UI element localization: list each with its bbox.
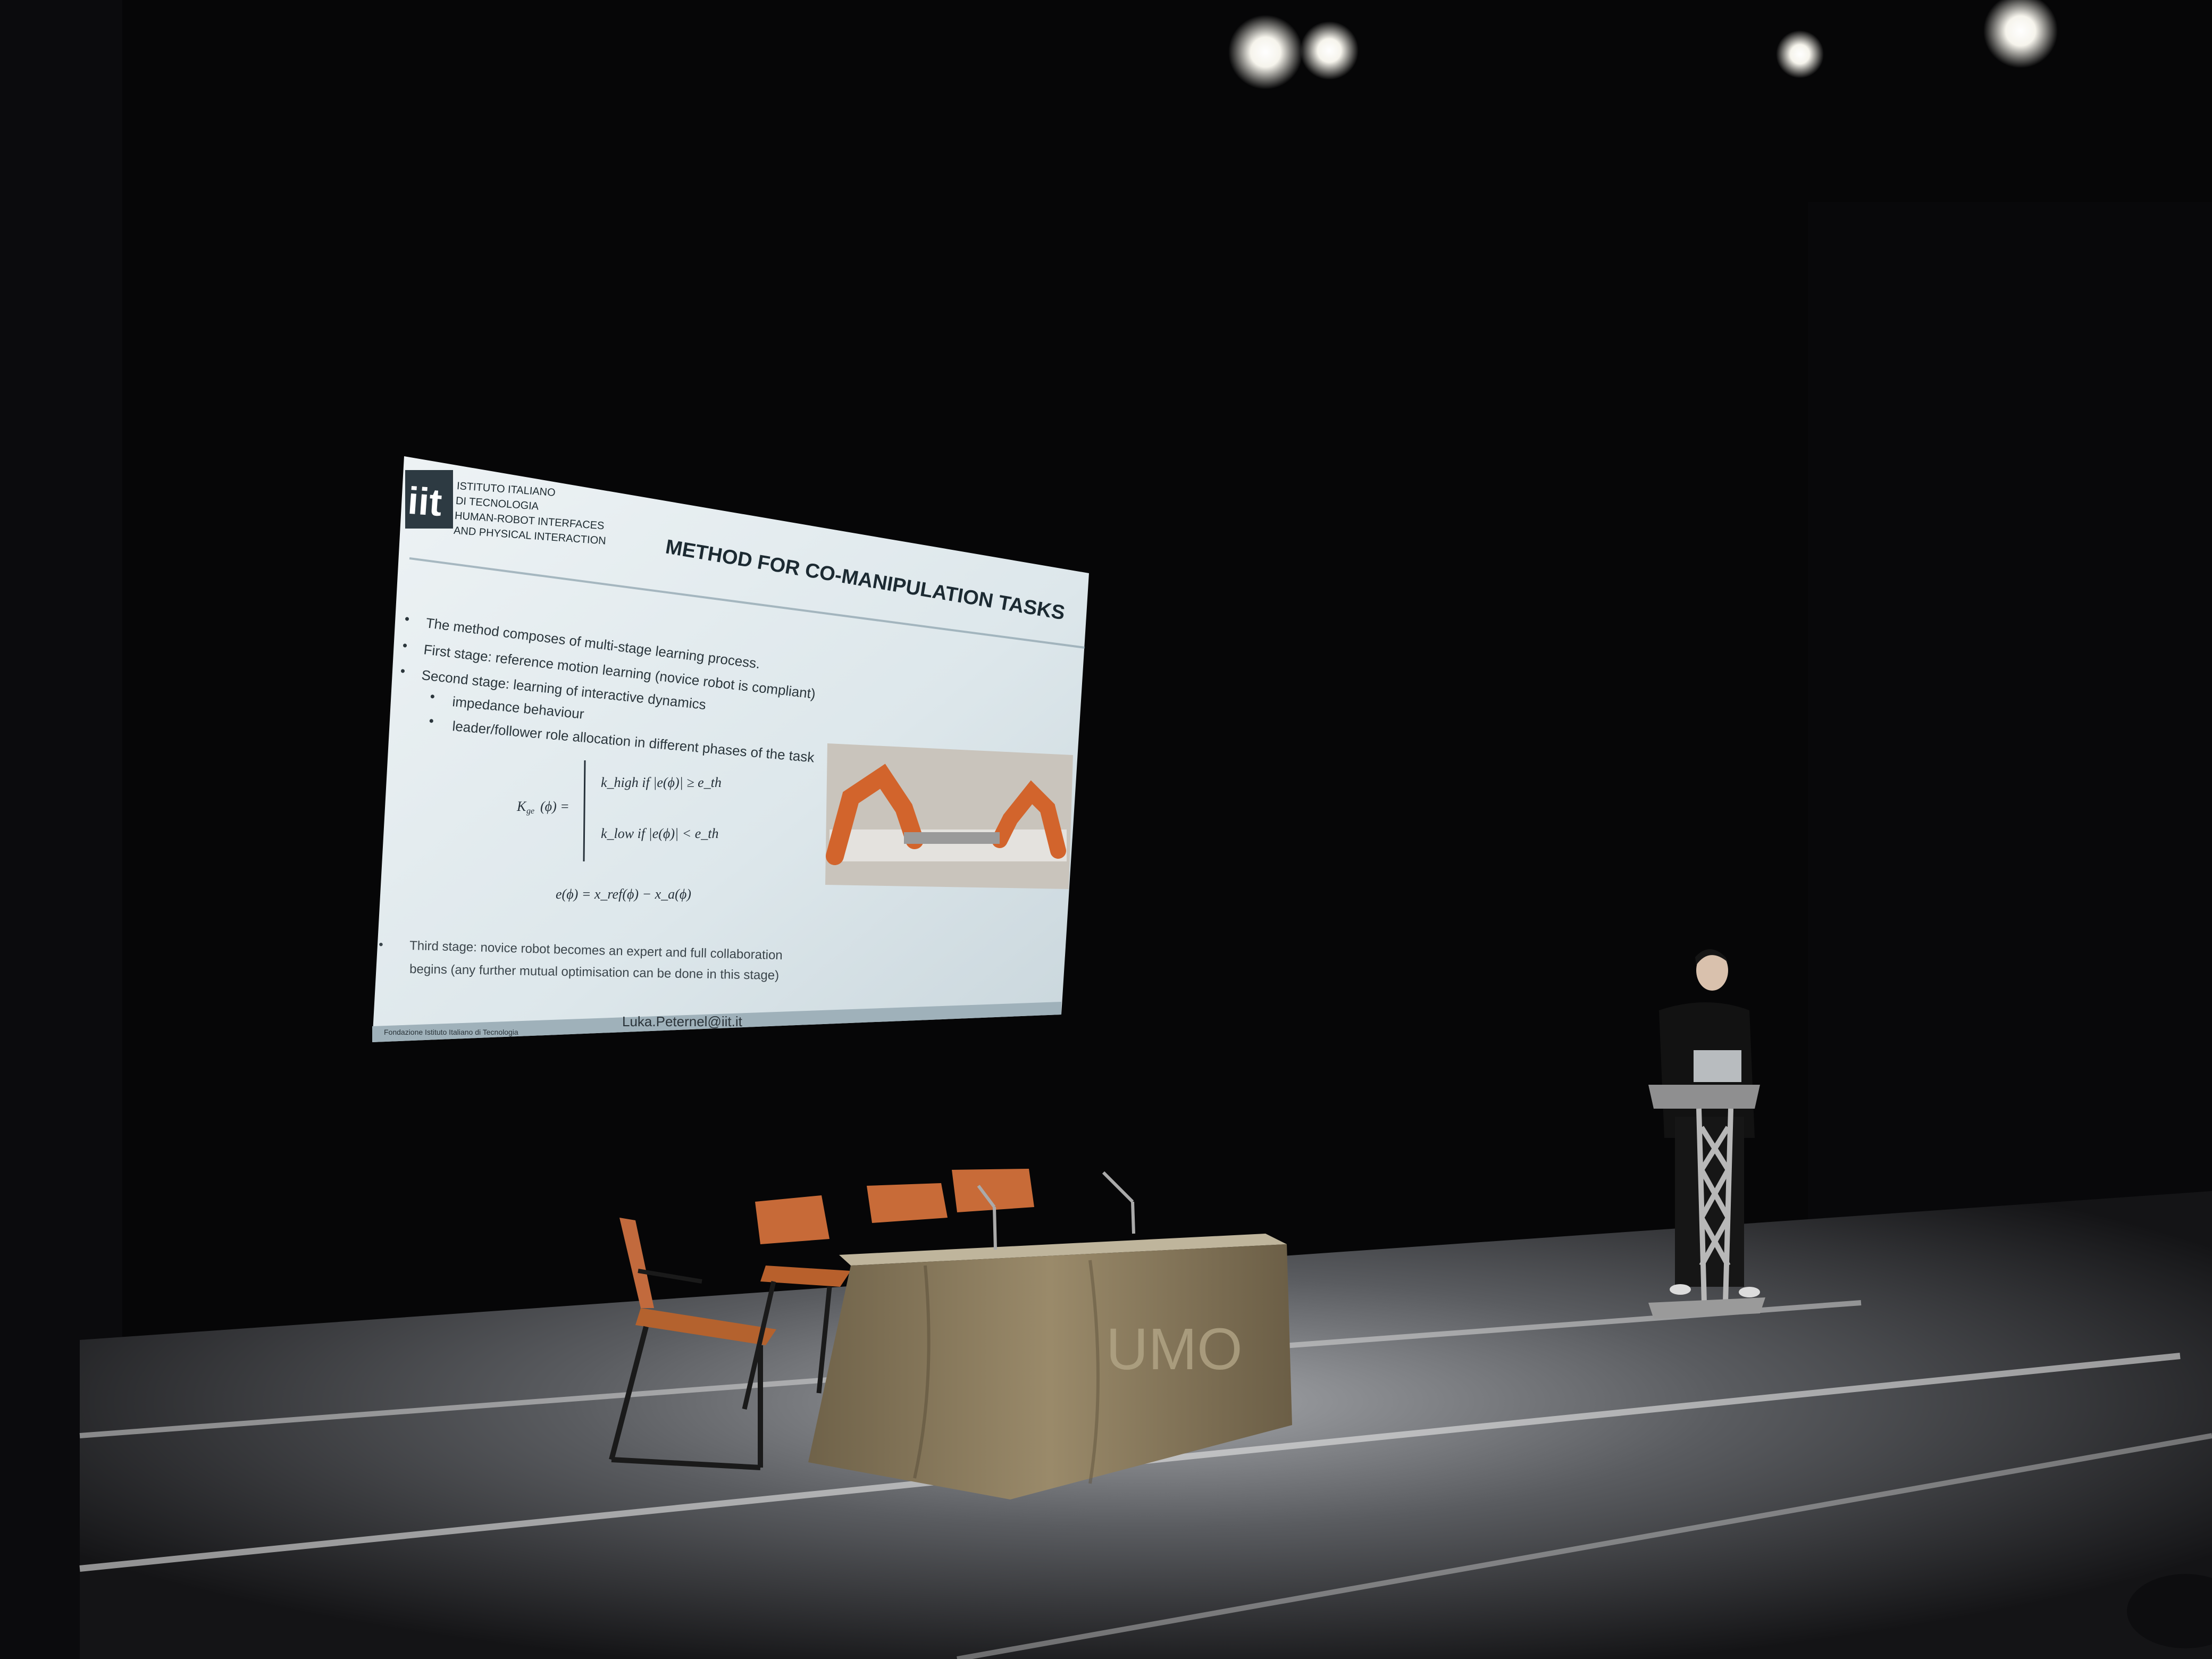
equation-lhs: K (516, 799, 527, 814)
floor-monitor (2127, 1574, 2212, 1648)
ceiling-lights (1228, 0, 2058, 89)
error-equation: e(ϕ) = x_ref(ϕ) − x_a(ϕ) (556, 886, 691, 902)
lectern-top (1648, 1085, 1760, 1109)
projection-screen: iit ISTITUTO ITALIANO DI TECNOLOGIA HUMA… (372, 456, 1089, 1042)
equation-case-high: k_high if |e(ϕ)| ≥ e_th (601, 775, 722, 790)
svg-text:•: • (379, 937, 383, 952)
svg-text:•: • (404, 610, 410, 627)
table: UMO (808, 1171, 1292, 1499)
iit-logo-text: iit (406, 480, 443, 524)
laptop-icon (1694, 1050, 1741, 1082)
right-curtain (1808, 202, 2212, 1266)
equation-case-low: k_low if |e(ϕ)| < e_th (601, 826, 718, 841)
svg-text:ge: ge (526, 807, 534, 816)
lectern-stand (1696, 1108, 1733, 1303)
tablecloth-logo: UMO (1106, 1317, 1243, 1382)
svg-text:•: • (401, 637, 408, 653)
slide-footer: Fondazione Istituto Italiano di Tecnolog… (384, 1028, 518, 1036)
institute-name: ISTITUTO ITALIANO DI TECNOLOGIA HUMAN-RO… (453, 480, 606, 547)
iit-logo-mark (405, 470, 453, 529)
speaker-at-lectern (1648, 949, 1765, 1319)
robot-arms-image (825, 743, 1073, 889)
slide-email: Luka.Peternel@iit.it (622, 1013, 743, 1029)
svg-text:•: • (429, 688, 435, 705)
svg-text:(ϕ) =: (ϕ) = (540, 799, 569, 814)
svg-text:•: • (428, 713, 434, 729)
svg-text:•: • (399, 663, 406, 679)
impedance-equation: K ge (ϕ) = k_high if |e(ϕ)| ≥ e_th k_low… (516, 760, 722, 902)
chairs (609, 1169, 1034, 1470)
